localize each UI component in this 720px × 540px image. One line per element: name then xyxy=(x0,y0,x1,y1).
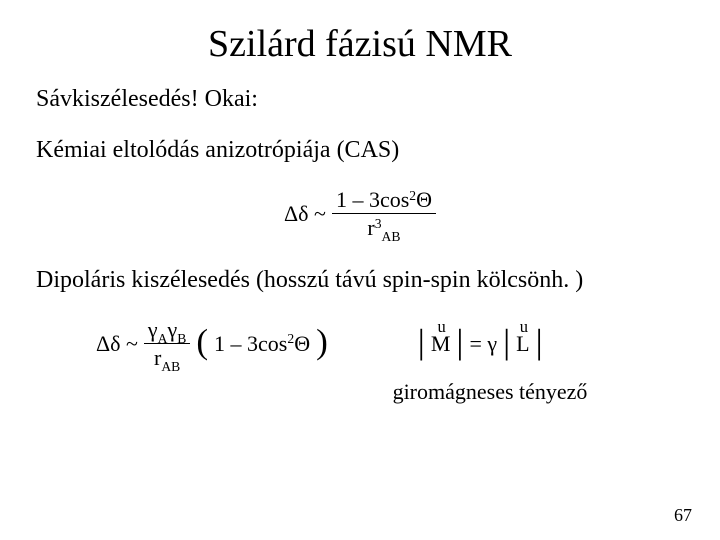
gamma-b-sub: B xyxy=(177,331,186,346)
abs-open-1: | xyxy=(418,326,425,358)
abs-open-2: | xyxy=(503,326,510,358)
line-cas: Kémiai eltolódás anizotrópiája (CAS) xyxy=(36,137,684,164)
arrow-icon-2: u xyxy=(516,317,529,337)
paren-theta: Θ xyxy=(294,331,310,356)
numerator-gamma: γAγB xyxy=(144,318,190,341)
page-title: Szilárd fázisú NMR xyxy=(36,22,684,66)
den-sub: AB xyxy=(382,229,401,244)
gyro-label: giromágneses tényező xyxy=(36,379,684,405)
abs-close-1: | xyxy=(456,326,463,358)
num-text: 1 – 3cos xyxy=(336,187,409,212)
formula-cas-body: Δδ ~ 1 – 3cos2Θ r3AB xyxy=(284,188,436,239)
num-theta: Θ xyxy=(416,187,432,212)
denominator: r3AB xyxy=(363,216,404,239)
gamma-a: γ xyxy=(148,317,158,342)
formula-dipolar-row: Δδ ~ γAγB rAB ( 1 – 3cos2Θ ) | u M xyxy=(36,318,684,369)
eq-gamma: = γ xyxy=(469,331,497,357)
line-broadening-causes: Sávkiszélesedés! Okai: xyxy=(36,86,684,113)
den-sup: 3 xyxy=(375,216,382,231)
formula-dipolar: Δδ ~ γAγB rAB ( 1 – 3cos2Θ ) xyxy=(96,318,328,369)
formula-gyromag: | u M | = γ | u L | xyxy=(418,328,543,360)
line-dipolar: Dipoláris kiszélesedés (hosszú távú spin… xyxy=(36,267,684,294)
paren-text: 1 – 3cos xyxy=(214,331,287,356)
paren-sup: 2 xyxy=(287,331,294,346)
paren-body: 1 – 3cos2Θ xyxy=(214,331,310,357)
gamma-a-sub: A xyxy=(158,331,168,346)
fraction-gamma: γAγB rAB xyxy=(144,318,190,369)
vector-l: u L xyxy=(516,331,529,357)
num-sup: 2 xyxy=(409,188,416,203)
numerator: 1 – 3cos2Θ xyxy=(332,188,436,211)
vector-m: u M xyxy=(431,331,451,357)
gamma-b: γ xyxy=(168,317,178,342)
page-number: 67 xyxy=(674,505,692,526)
den2-sub: AB xyxy=(161,359,180,374)
paren-close: ) xyxy=(316,322,328,362)
denominator-gamma: rAB xyxy=(150,346,184,369)
fraction-bar xyxy=(332,213,436,214)
slide: Szilárd fázisú NMR Sávkiszélesedés! Okai… xyxy=(0,0,720,540)
abs-close-2: | xyxy=(536,326,543,358)
fraction: 1 – 3cos2Θ r3AB xyxy=(332,188,436,239)
paren-open: ( xyxy=(196,322,208,362)
den-r: r xyxy=(367,215,374,240)
formula2-lhs: Δδ ~ xyxy=(96,331,138,357)
formula-cas: Δδ ~ 1 – 3cos2Θ r3AB xyxy=(36,188,684,239)
arrow-icon: u xyxy=(431,317,451,337)
formula-lhs: Δδ ~ xyxy=(284,201,326,227)
